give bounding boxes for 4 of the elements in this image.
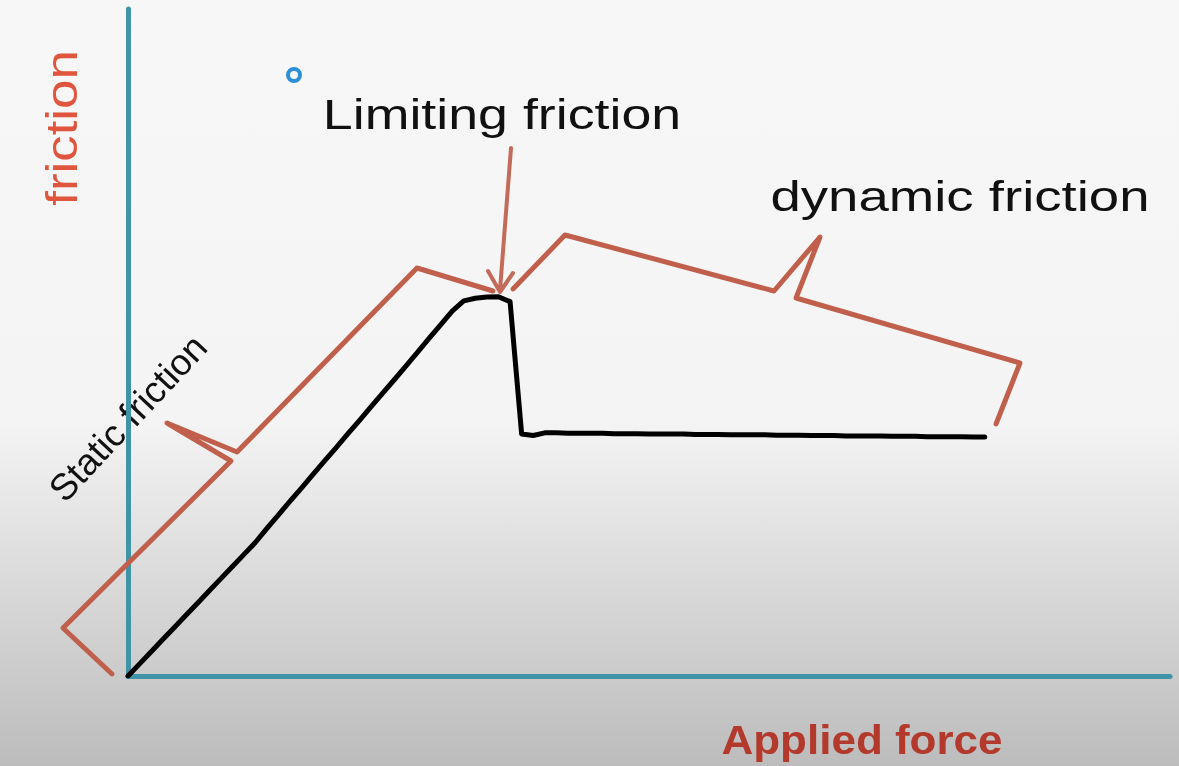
x-axis-title: Applied force — [721, 717, 1003, 763]
text: dynamic friction — [770, 172, 1150, 220]
text: Limiting friction — [322, 90, 682, 138]
y-axis-title: friction — [37, 50, 87, 206]
